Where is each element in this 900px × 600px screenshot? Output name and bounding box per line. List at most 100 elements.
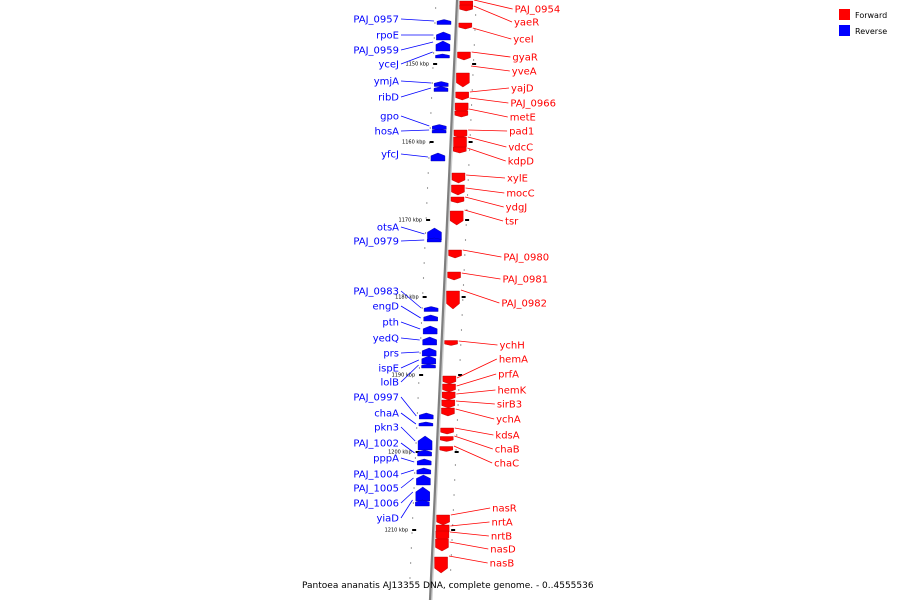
reverse-label-ribd[interactable]: ribD — [378, 93, 399, 104]
forward-label-sirb3[interactable]: sirB3 — [497, 400, 522, 411]
forward-label-paj-0954[interactable]: PAJ_0954 — [515, 5, 561, 16]
reverse-gene-paj-0959[interactable] — [435, 40, 451, 52]
reverse-gene-paj-0983[interactable] — [423, 306, 439, 312]
forward-label-ychh[interactable]: ychH — [499, 341, 524, 352]
reverse-label-rpoe[interactable]: rpoE — [376, 31, 399, 42]
forward-gene-mocc[interactable] — [451, 184, 465, 196]
reverse-label-paj-0959[interactable]: PAJ_0959 — [353, 46, 399, 57]
forward-label-nrtb[interactable]: nrtB — [491, 532, 512, 543]
forward-label-mete[interactable]: metE — [510, 113, 536, 124]
reverse-label-pppa[interactable]: pppA — [373, 454, 399, 465]
reverse-gene-pkn3[interactable] — [417, 435, 433, 451]
forward-label-chac[interactable]: chaC — [494, 459, 519, 470]
reverse-label-engd[interactable]: engD — [372, 302, 399, 313]
forward-gene-chac[interactable] — [439, 446, 453, 452]
forward-gene-paj-0981[interactable] — [447, 271, 461, 281]
forward-label-kdsa[interactable]: kdsA — [495, 431, 519, 442]
forward-label-ycei[interactable]: yceI — [513, 35, 534, 46]
forward-gene-gyar[interactable] — [457, 51, 471, 61]
reverse-label-yedq[interactable]: yedQ — [373, 334, 399, 345]
forward-label-tsr[interactable]: tsr — [505, 217, 519, 228]
forward-label-nrta[interactable]: nrtA — [492, 518, 513, 529]
forward-gene-hemk[interactable] — [441, 391, 456, 401]
forward-gene-ychh[interactable] — [444, 340, 458, 346]
reverse-label-gpo[interactable]: gpo — [380, 112, 399, 123]
forward-gene-sirb3[interactable] — [441, 399, 456, 409]
forward-gene-chab[interactable] — [440, 436, 454, 442]
reverse-label-paj-0983[interactable]: PAJ_0983 — [353, 287, 399, 298]
forward-label-chab[interactable]: chaB — [495, 445, 520, 456]
forward-label-prfa[interactable]: prfA — [498, 370, 519, 381]
reverse-gene-paj-0997[interactable] — [419, 412, 434, 420]
reverse-label-prs[interactable]: prs — [383, 349, 399, 360]
reverse-gene-lolb[interactable] — [421, 363, 436, 369]
reverse-label-ispe[interactable]: ispE — [378, 364, 399, 375]
forward-gene-nasr[interactable] — [436, 514, 450, 526]
forward-gene-tsr[interactable] — [449, 210, 464, 226]
forward-label-paj-0981[interactable]: PAJ_0981 — [502, 275, 548, 286]
forward-gene-kdpd[interactable] — [453, 146, 467, 154]
reverse-gene-prs[interactable] — [421, 347, 437, 357]
forward-gene-hema[interactable] — [442, 375, 457, 385]
forward-gene-kdsa[interactable] — [440, 427, 454, 435]
reverse-label-pkn3[interactable]: pkn3 — [374, 423, 399, 434]
reverse-label-paj-0957[interactable]: PAJ_0957 — [353, 15, 399, 26]
reverse-gene-hosa[interactable] — [431, 128, 447, 134]
reverse-label-paj-0997[interactable]: PAJ_0997 — [353, 393, 399, 404]
reverse-label-paj-1004[interactable]: PAJ_1004 — [353, 470, 399, 481]
forward-gene-ydgj[interactable] — [450, 196, 465, 204]
reverse-label-ycej[interactable]: yceJ — [378, 60, 399, 71]
reverse-gene-ribd[interactable] — [433, 86, 449, 92]
reverse-gene-paj-1006[interactable] — [415, 486, 430, 502]
reverse-gene-yfcj[interactable] — [430, 152, 446, 162]
forward-label-gyar[interactable]: gyaR — [512, 53, 537, 64]
forward-label-pad1[interactable]: pad1 — [509, 127, 534, 138]
reverse-gene-paj-1005[interactable] — [416, 474, 431, 486]
reverse-label-yfcj[interactable]: yfcJ — [381, 150, 399, 161]
reverse-gene-paj-1004[interactable] — [416, 467, 432, 475]
reverse-gene-paj-0957[interactable] — [436, 19, 452, 25]
reverse-gene-paj-1002[interactable] — [417, 449, 432, 457]
forward-label-vdcc[interactable]: vdcC — [508, 143, 533, 154]
forward-gene-nasd[interactable] — [435, 538, 449, 552]
forward-gene-ycei[interactable] — [458, 22, 473, 30]
forward-gene-paj-0980[interactable] — [448, 249, 462, 259]
forward-gene-mete[interactable] — [454, 110, 469, 118]
reverse-label-paj-0979[interactable]: PAJ_0979 — [353, 237, 399, 248]
reverse-gene-chaa[interactable] — [418, 421, 434, 427]
forward-label-yaer[interactable]: yaeR — [514, 18, 539, 29]
forward-label-mocc[interactable]: mocC — [506, 189, 534, 200]
reverse-gene-pth[interactable] — [422, 325, 438, 335]
reverse-gene-engd[interactable] — [423, 314, 438, 322]
reverse-label-hosa[interactable]: hosA — [374, 127, 399, 138]
forward-label-ycha[interactable]: ychA — [496, 415, 521, 426]
forward-label-xyle[interactable]: xylE — [507, 174, 528, 185]
reverse-label-paj-1006[interactable]: PAJ_1006 — [353, 499, 399, 510]
forward-gene-prfa[interactable] — [442, 383, 456, 393]
forward-gene-nasb[interactable] — [434, 556, 448, 574]
reverse-label-chaa[interactable]: chaA — [374, 409, 399, 420]
forward-label-hema[interactable]: hemA — [499, 355, 528, 366]
reverse-gene-pppa[interactable] — [417, 458, 432, 466]
reverse-label-ymja[interactable]: ymjA — [374, 77, 399, 88]
reverse-label-yiad[interactable]: yiaD — [376, 514, 399, 525]
forward-gene-yajd[interactable] — [455, 91, 469, 101]
forward-label-kdpd[interactable]: kdpD — [508, 157, 534, 168]
reverse-label-paj-1002[interactable]: PAJ_1002 — [353, 439, 399, 450]
forward-gene-yvea[interactable] — [456, 72, 470, 88]
reverse-gene-rpoe[interactable] — [436, 31, 451, 41]
forward-label-ydgj[interactable]: ydgJ — [506, 203, 528, 214]
reverse-gene-ymja[interactable] — [434, 81, 449, 87]
forward-label-paj-0982[interactable]: PAJ_0982 — [501, 299, 547, 310]
reverse-label-otsa[interactable]: otsA — [377, 223, 399, 234]
forward-label-nasr[interactable]: nasR — [492, 504, 517, 515]
forward-label-nasd[interactable]: nasD — [490, 545, 516, 556]
forward-label-yvea[interactable]: yveA — [512, 67, 537, 78]
forward-gene-ycha[interactable] — [441, 407, 455, 417]
reverse-gene-yiad[interactable] — [415, 499, 430, 507]
reverse-label-paj-1005[interactable]: PAJ_1005 — [353, 484, 399, 495]
forward-label-nasb[interactable]: nasB — [490, 559, 515, 570]
forward-label-paj-0966[interactable]: PAJ_0966 — [510, 99, 556, 110]
forward-gene-xyle[interactable] — [451, 172, 466, 184]
forward-gene-yaer[interactable] — [459, 4, 473, 12]
